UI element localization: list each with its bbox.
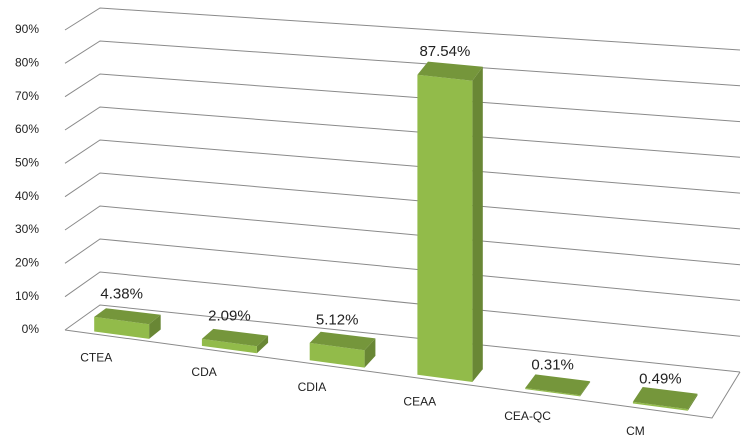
bar-top <box>632 387 698 410</box>
x-tick-label: CDA <box>191 365 216 379</box>
value-label: 4.38% <box>100 286 143 303</box>
bar-side <box>149 314 161 339</box>
value-label: 2.09% <box>208 307 251 324</box>
x-tick-label: CEAA <box>403 394 436 408</box>
bar-front <box>632 401 688 411</box>
value-label: 87.54% <box>419 43 470 60</box>
y-tick-label: 60% <box>15 122 39 136</box>
grid-line <box>64 106 741 158</box>
bar-top <box>417 61 483 81</box>
grid-line <box>64 40 741 87</box>
bar-side <box>256 335 269 354</box>
y-tick-label: 30% <box>15 222 39 236</box>
grid-line <box>64 7 741 51</box>
y-tick-label: 0% <box>22 322 40 336</box>
value-label: 0.31% <box>531 357 574 374</box>
y-tick-label: 90% <box>15 22 39 36</box>
grid-line <box>64 172 741 230</box>
x-tick-label: CTEA <box>80 350 112 364</box>
y-tick-label: 70% <box>15 89 39 103</box>
value-label: 5.12% <box>316 312 359 329</box>
x-tick-label: CEA-QC <box>504 409 551 423</box>
bar-front <box>201 338 257 354</box>
grid-line <box>64 238 741 301</box>
bar-top <box>309 331 376 351</box>
bar-front <box>94 316 150 339</box>
grid-line <box>64 205 741 266</box>
y-tick-label: 40% <box>15 189 39 203</box>
floor-edge <box>64 329 741 419</box>
x-tick-label: CM <box>626 424 645 438</box>
bar-side <box>687 393 698 411</box>
bar-top <box>525 374 591 396</box>
y-tick-label: 10% <box>15 289 39 303</box>
value-label: 0.49% <box>639 370 682 387</box>
grid-line <box>64 304 741 373</box>
y-tick-label: 50% <box>15 156 39 170</box>
bar-side <box>580 381 591 397</box>
y-tick-label: 20% <box>15 256 39 270</box>
x-tick-label: CDIA <box>298 380 327 394</box>
bar-front <box>525 388 581 397</box>
grid-line <box>64 139 741 194</box>
grid-line <box>64 73 741 123</box>
bar-side <box>364 338 376 368</box>
bar-side <box>472 66 483 383</box>
bar-top <box>94 308 161 325</box>
bar-front <box>417 74 473 383</box>
bar-top <box>201 328 269 347</box>
bar-front <box>309 342 365 368</box>
y-tick-label: 80% <box>15 56 39 70</box>
grid-line <box>64 271 741 337</box>
